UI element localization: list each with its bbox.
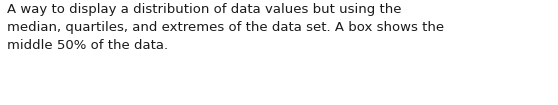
Text: A way to display a distribution of data values but using the
median, quartiles, : A way to display a distribution of data … — [7, 3, 444, 52]
